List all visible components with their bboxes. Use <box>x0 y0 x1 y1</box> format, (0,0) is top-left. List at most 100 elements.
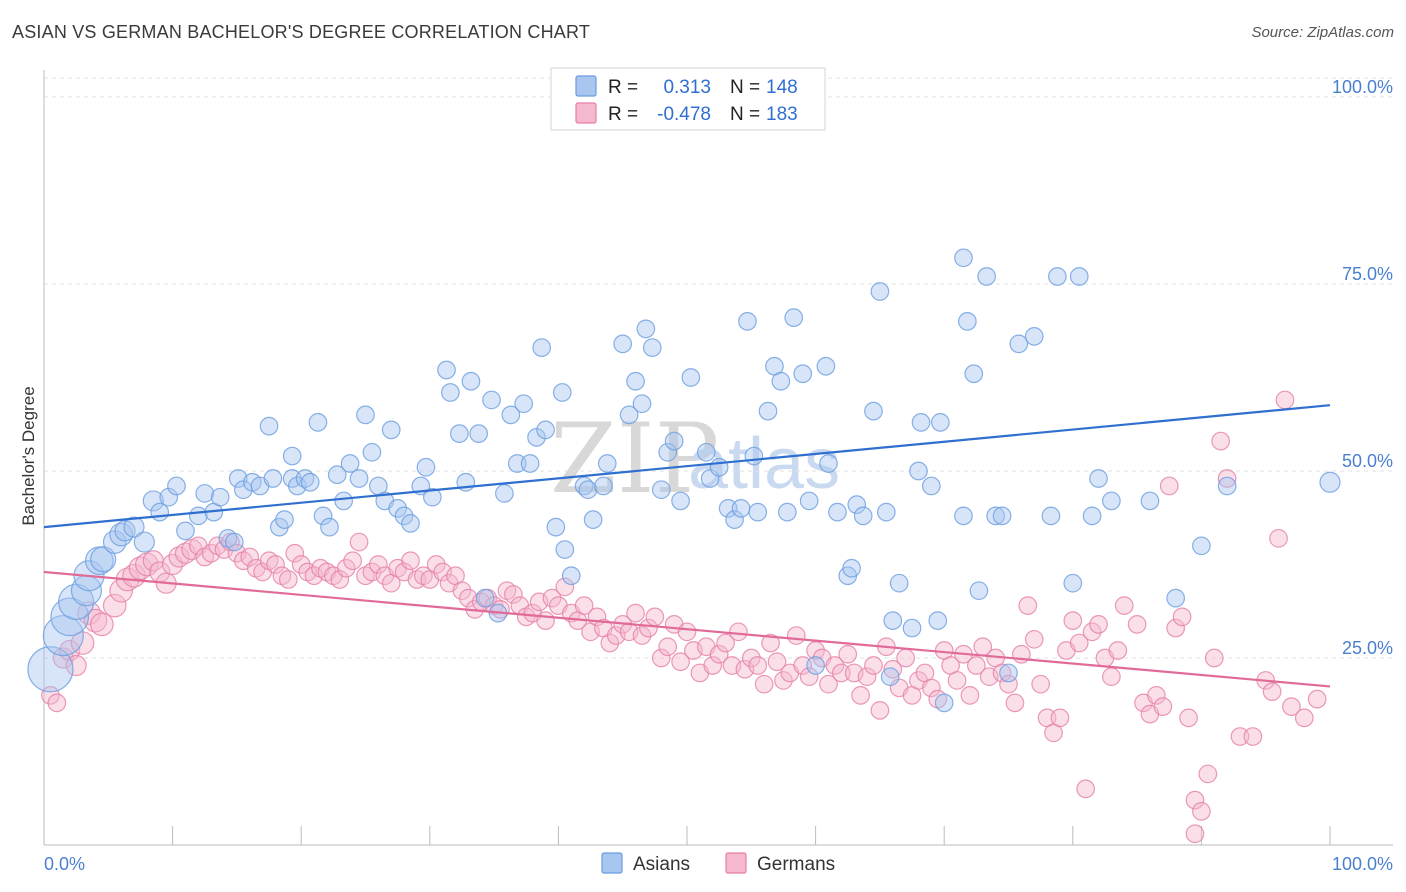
german-point <box>555 577 575 597</box>
german-point <box>1024 629 1044 649</box>
asian-point <box>696 442 716 462</box>
asian-point <box>1063 573 1083 593</box>
asian-trend-line <box>43 404 1331 529</box>
asian-point <box>388 499 407 518</box>
german-point <box>1230 727 1250 746</box>
asian-point <box>1089 469 1108 488</box>
german-point <box>1005 693 1025 713</box>
german-point <box>825 656 845 675</box>
german-point <box>1018 596 1038 615</box>
asian-point <box>482 390 501 410</box>
asian-point <box>902 618 922 638</box>
german-point <box>291 555 311 574</box>
x-tick-label-max: 100.0% <box>1332 854 1393 874</box>
asian-point <box>475 588 495 608</box>
asian-point <box>664 431 684 451</box>
german-point <box>632 626 652 645</box>
asian-point <box>450 424 469 443</box>
asian-point <box>864 401 883 421</box>
asian-point <box>642 338 662 357</box>
x-tick-label-min: 0.0% <box>44 854 85 874</box>
y-tick-label-100: 100.0% <box>1332 77 1393 97</box>
german-point <box>1262 682 1282 702</box>
asian-point <box>356 405 375 425</box>
german-point <box>992 663 1012 683</box>
asian-point <box>327 465 347 485</box>
asian-point <box>552 383 572 402</box>
german-point <box>671 652 690 672</box>
asian-point <box>992 506 1012 526</box>
german-point <box>266 555 285 574</box>
asian-point <box>934 693 954 713</box>
asian-point <box>658 442 678 462</box>
asian-point <box>142 490 164 512</box>
asian-point <box>748 502 768 522</box>
german-point <box>966 656 986 675</box>
asian-point <box>619 405 639 425</box>
asian-point <box>300 472 320 492</box>
german-point <box>1102 667 1121 687</box>
german-point <box>767 652 787 672</box>
german-point <box>278 570 298 589</box>
asian-point <box>1319 471 1341 493</box>
german-point <box>285 543 305 563</box>
german-point <box>741 648 761 668</box>
german-point <box>716 633 735 653</box>
german-point <box>336 558 356 578</box>
asian-point <box>613 334 633 354</box>
y-tick-label-50: 50.0% <box>1342 451 1393 471</box>
german-point <box>883 659 903 679</box>
german-point <box>1153 697 1173 716</box>
asian-point <box>224 532 244 552</box>
german-point <box>761 633 780 653</box>
bottom-legend-asian-swatch[interactable] <box>601 852 623 874</box>
asian-point <box>999 663 1018 683</box>
legend-asian-swatch <box>575 75 597 97</box>
asian-point <box>709 457 729 477</box>
asian-point <box>731 499 751 518</box>
german-point <box>504 585 523 604</box>
bottom-legend-german-swatch[interactable] <box>725 852 747 874</box>
asian-point <box>725 510 744 529</box>
german-point <box>1179 708 1198 728</box>
german-point <box>651 648 671 668</box>
german-point <box>1031 674 1051 694</box>
asian-point <box>416 457 436 477</box>
legend-asian-r-value: 0.313 <box>663 77 711 98</box>
german-point <box>1166 618 1186 638</box>
asian-point <box>578 480 598 500</box>
asian-point <box>954 248 973 268</box>
german-point <box>452 581 472 601</box>
german-point <box>1217 469 1237 488</box>
german-point <box>960 686 980 705</box>
german-trend-line <box>43 570 1331 688</box>
german-point <box>349 532 369 552</box>
german-point <box>1069 633 1089 653</box>
asian-point <box>671 491 690 511</box>
german-point <box>729 622 748 642</box>
german-point <box>83 608 108 633</box>
german-point <box>343 551 362 571</box>
german-point <box>786 626 806 645</box>
german-point <box>645 607 665 627</box>
german-point <box>1211 431 1231 451</box>
german-point <box>851 686 870 705</box>
asian-point <box>1048 267 1067 286</box>
asian-point <box>819 454 838 473</box>
y-tick-label-75: 75.0% <box>1342 264 1393 284</box>
german-point <box>703 656 723 675</box>
german-point <box>864 656 883 675</box>
asian-point <box>597 454 617 473</box>
bottom-legend-asian-label[interactable]: Asians <box>633 854 690 875</box>
asian-point <box>921 476 941 496</box>
asian-point <box>423 487 442 507</box>
german-point <box>240 547 260 567</box>
german-point <box>574 596 594 615</box>
asian-point <box>594 476 613 496</box>
german-point <box>1198 764 1218 784</box>
asian-point <box>626 371 645 391</box>
bottom-legend-german-label[interactable]: Germans <box>757 854 835 875</box>
german-point <box>1172 607 1192 627</box>
german-point <box>1185 790 1205 810</box>
legend-german-n-value: 183 <box>766 104 798 125</box>
